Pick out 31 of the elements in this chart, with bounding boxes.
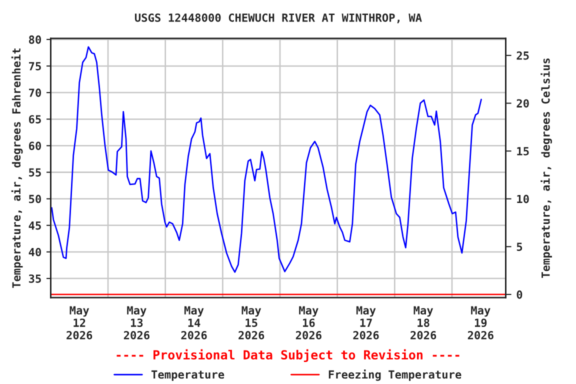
y-tick-label: 60	[28, 142, 41, 150]
y-tick-label: 65	[28, 115, 41, 124]
x-tick-label: May 12 2026	[66, 306, 92, 340]
y-tick-label: 40	[28, 248, 41, 256]
y-tick-label: 35	[28, 274, 41, 283]
y-tick-label: 50	[29, 194, 41, 204]
y-axis-title: Temperature, air, degrees Fahrenheit	[11, 48, 23, 288]
y2-tick-label: 0	[516, 290, 522, 299]
y-tick-label: 80	[28, 35, 41, 44]
line-series	[51, 46, 482, 273]
x-tick-label: May 16 2026	[296, 306, 322, 340]
x-tick-label: May 14 2026	[181, 306, 207, 340]
text: ---- Provisional Data Subject to Revision ----	[116, 349, 460, 362]
y-tick-label: 70	[29, 88, 41, 97]
x-tick-label: May 17 2026	[353, 306, 379, 340]
legend-label: Freezing Temperature	[328, 369, 462, 381]
y2-tick-label: 5	[516, 242, 522, 252]
y2-tick-label: 15	[517, 147, 529, 156]
x-tick-label: May 18 2026	[410, 306, 436, 340]
y2-tick-label: 10	[517, 194, 529, 204]
y2-tick-label: 25	[516, 51, 529, 60]
y-tick-label: 55	[29, 168, 41, 177]
legend-label: Temperature	[151, 370, 224, 381]
chart-title: USGS 12448000 CHEWUCH RIVER AT WINTHROP, WA	[134, 13, 422, 24]
y-tick-label: 75	[29, 62, 41, 70]
x-tick-label: May 15 2026	[238, 306, 264, 340]
y2-axis-title: Temperature, air, degrees Celsius	[540, 58, 552, 278]
x-tick-label: May 19 2026	[468, 306, 494, 340]
y2-tick-label: 20	[516, 99, 529, 108]
x-tick-label: May 13 2026	[124, 306, 150, 340]
y-tick-label: 45	[28, 221, 41, 230]
